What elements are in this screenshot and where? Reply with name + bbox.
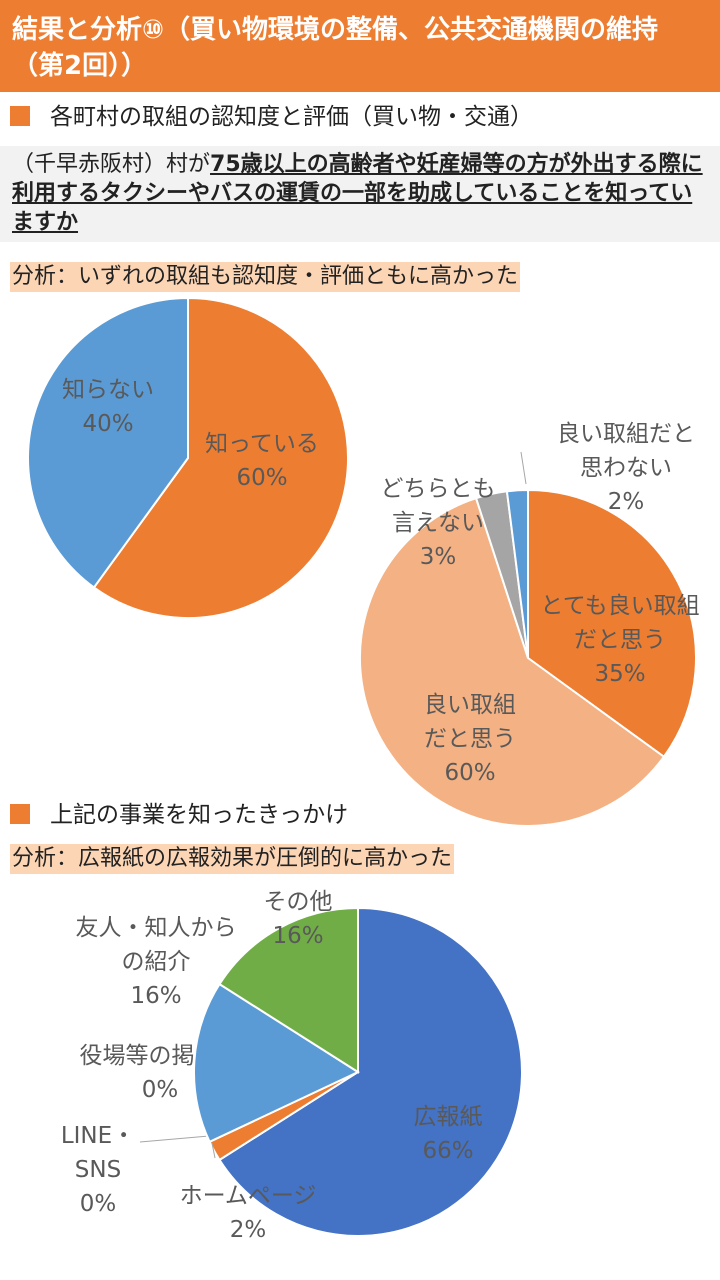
trigger-pie-leader-line [211,1142,216,1159]
evaluation-pie-slice [505,488,529,659]
trigger-pie-slice [218,906,359,1074]
analysis-trigger: 分析：広報紙の広報効果が圧倒的に高かった [10,844,455,874]
awareness-pie-data-label: 知らない 40% [62,377,154,437]
trigger-pie-leader-line [139,1135,210,1143]
trigger-pie-data-label: 友人・知人からの紹介 16% [76,915,237,1009]
section-heading-awareness: 各町村の取組の認知度と評価（買い物・交通） [10,102,533,132]
evaluation-pie-slice [527,488,697,759]
question-main: 75歳以上の高齢者や妊産婦等の方が外出する際に利用するタクシーやバスの運賃の一部… [12,152,703,235]
survey-question: （千早赤阪村）村が75歳以上の高齢者や妊産婦等の方が外出する際に利用するタクシー… [0,146,720,242]
evaluation-pie-leader-line [520,451,527,485]
page-title: 結果と分析⑩（買い物環境の整備、公共交通機関の維持 （第2回）） [0,0,720,92]
analysis-awareness: 分析：いずれの取組も認知度・評価ともに高かった [10,262,521,292]
evaluation-pie-slice [359,496,666,827]
section-heading-text: 上記の事業を知ったきっかけ [50,802,349,828]
awareness-pie-slice [27,296,189,589]
evaluation-pie-data-label: 良い取組だと思わない 2% [557,421,695,515]
trigger-pie-slice [218,906,523,1237]
awareness-pie-data-label: 知っている 60% [205,431,319,491]
question-prefix: （千早赤阪村）村が [12,152,211,177]
trigger-pie-data-label: その他 16% [264,889,333,949]
bullet-square-icon [10,804,30,824]
trigger-pie-data-label: 広報紙 66% [414,1104,483,1164]
awareness-pie-slice [92,296,349,619]
trigger-pie-data-label: ホームページ 2% [180,1183,317,1243]
trigger-pie-slice [192,982,361,1144]
bullet-square-icon [10,106,30,126]
evaluation-pie-data-label: どちらとも言えない 3% [381,476,496,570]
evaluation-pie-data-label: とても良い取組だと思う 35% [540,593,699,687]
section-heading-text: 各町村の取組の認知度と評価（買い物・交通） [50,104,533,130]
evaluation-pie-data-label: 良い取組だと思う 60% [424,692,516,786]
section-heading-trigger: 上記の事業を知ったきっかけ [10,800,348,830]
trigger-pie-data-label: LINE・ SNS 0% [61,1123,135,1217]
